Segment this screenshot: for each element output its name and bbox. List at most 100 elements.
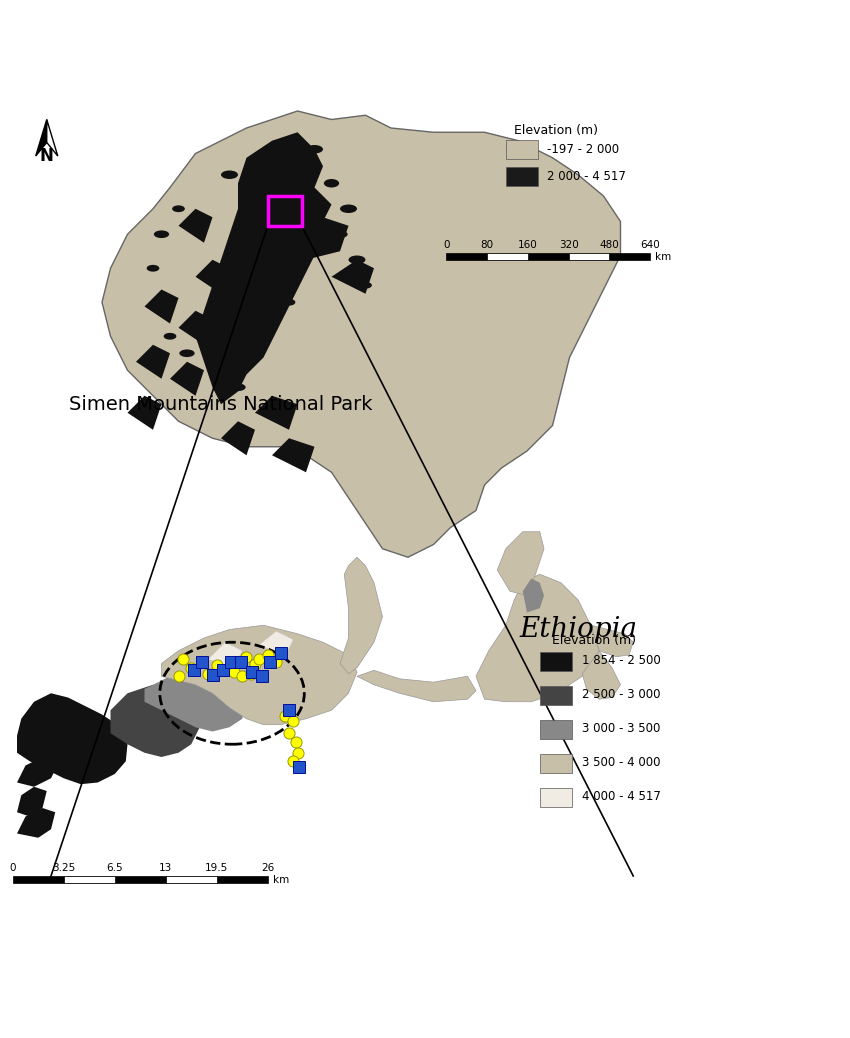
Ellipse shape — [172, 206, 184, 212]
Text: N: N — [40, 146, 54, 165]
Bar — [540, 755, 572, 773]
Ellipse shape — [245, 212, 265, 222]
Polygon shape — [136, 345, 170, 379]
Polygon shape — [178, 209, 212, 243]
Ellipse shape — [272, 179, 289, 188]
Ellipse shape — [221, 170, 238, 179]
Polygon shape — [497, 531, 544, 596]
Ellipse shape — [154, 230, 169, 238]
Ellipse shape — [163, 333, 177, 339]
Text: 4 000 - 4 517: 4 000 - 4 517 — [582, 791, 661, 803]
Bar — [268, 196, 302, 225]
Bar — [8, 502, 688, 901]
Polygon shape — [259, 631, 293, 657]
Polygon shape — [144, 290, 178, 324]
Text: Ethiopia: Ethiopia — [519, 616, 637, 643]
Polygon shape — [17, 787, 47, 817]
Bar — [569, 252, 609, 260]
Bar — [506, 140, 538, 159]
Bar — [540, 720, 572, 739]
Polygon shape — [170, 362, 204, 395]
Ellipse shape — [282, 299, 296, 305]
Polygon shape — [162, 625, 357, 725]
Text: 3.25: 3.25 — [52, 863, 76, 873]
Polygon shape — [208, 643, 242, 667]
Ellipse shape — [238, 247, 255, 255]
Polygon shape — [17, 808, 55, 838]
Polygon shape — [17, 693, 128, 784]
Ellipse shape — [298, 196, 314, 204]
Bar — [446, 252, 650, 260]
Bar — [13, 876, 268, 882]
Polygon shape — [582, 651, 620, 700]
Text: 0: 0 — [9, 863, 16, 873]
Text: Elevation (m): Elevation (m) — [514, 124, 598, 137]
Ellipse shape — [316, 222, 330, 229]
Polygon shape — [36, 119, 47, 156]
Polygon shape — [340, 557, 382, 674]
Ellipse shape — [306, 145, 323, 154]
Ellipse shape — [324, 179, 339, 188]
Polygon shape — [255, 395, 298, 430]
Text: 19.5: 19.5 — [205, 863, 229, 873]
Text: 6.5: 6.5 — [106, 863, 123, 873]
Text: 26: 26 — [261, 863, 275, 873]
Polygon shape — [476, 574, 599, 702]
Bar — [166, 876, 217, 882]
Polygon shape — [196, 260, 230, 294]
Text: 13: 13 — [159, 863, 173, 873]
Ellipse shape — [264, 315, 280, 324]
Text: 1 854 - 2 500: 1 854 - 2 500 — [582, 654, 661, 667]
Polygon shape — [102, 111, 620, 557]
Ellipse shape — [348, 255, 366, 264]
Polygon shape — [47, 119, 58, 156]
Bar — [506, 167, 538, 186]
Polygon shape — [591, 625, 633, 657]
Polygon shape — [178, 310, 212, 345]
Text: Elevation (m): Elevation (m) — [552, 634, 637, 647]
Text: 2 000 - 4 517: 2 000 - 4 517 — [547, 170, 626, 183]
Ellipse shape — [179, 350, 195, 357]
Ellipse shape — [340, 204, 357, 213]
Text: 480: 480 — [599, 240, 620, 249]
Polygon shape — [144, 667, 246, 732]
Text: 0: 0 — [443, 240, 450, 249]
Bar — [487, 252, 528, 260]
Text: 320: 320 — [558, 240, 579, 249]
Text: 3 500 - 4 000: 3 500 - 4 000 — [582, 757, 660, 769]
Bar — [64, 876, 115, 882]
Polygon shape — [110, 685, 208, 757]
Text: 640: 640 — [640, 240, 660, 249]
Text: -197 - 2 000: -197 - 2 000 — [547, 143, 619, 156]
Ellipse shape — [146, 265, 159, 272]
Ellipse shape — [332, 230, 348, 238]
Polygon shape — [221, 421, 255, 456]
Ellipse shape — [282, 154, 296, 162]
Text: 3 000 - 3 500: 3 000 - 3 500 — [582, 722, 660, 736]
Polygon shape — [523, 578, 544, 612]
Polygon shape — [17, 757, 60, 787]
Text: km: km — [655, 252, 672, 263]
Ellipse shape — [246, 349, 264, 357]
Polygon shape — [357, 671, 476, 702]
Text: km: km — [273, 875, 289, 885]
Ellipse shape — [154, 298, 169, 306]
Text: 80: 80 — [480, 240, 494, 249]
Ellipse shape — [273, 281, 288, 289]
Ellipse shape — [359, 282, 371, 289]
Text: 2 500 - 3 000: 2 500 - 3 000 — [582, 688, 660, 702]
Text: 160: 160 — [518, 240, 538, 249]
Text: Simen Mountains National Park: Simen Mountains National Park — [69, 394, 373, 414]
Polygon shape — [196, 132, 332, 404]
Ellipse shape — [231, 316, 245, 323]
Polygon shape — [128, 395, 162, 430]
Bar — [540, 789, 572, 808]
Polygon shape — [332, 260, 374, 294]
Bar — [540, 653, 572, 672]
Ellipse shape — [230, 383, 246, 391]
Ellipse shape — [255, 281, 272, 290]
Polygon shape — [298, 217, 348, 260]
Bar — [540, 686, 572, 705]
Polygon shape — [272, 438, 314, 472]
Ellipse shape — [214, 366, 228, 374]
